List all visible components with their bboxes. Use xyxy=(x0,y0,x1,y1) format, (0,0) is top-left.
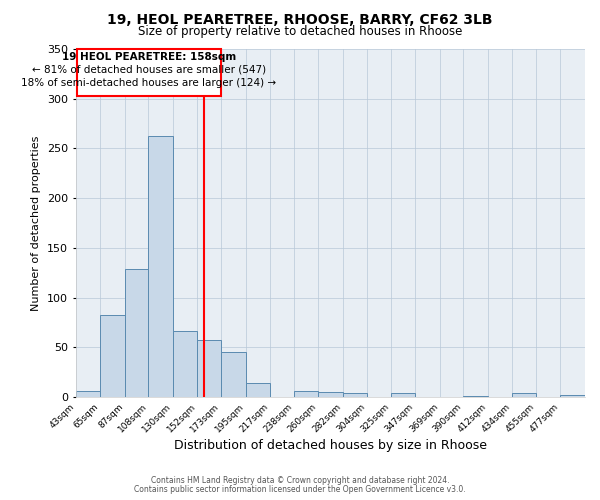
Bar xyxy=(560,395,585,397)
Text: 19, HEOL PEARETREE, RHOOSE, BARRY, CF62 3LB: 19, HEOL PEARETREE, RHOOSE, BARRY, CF62 … xyxy=(107,12,493,26)
Y-axis label: Number of detached properties: Number of detached properties xyxy=(31,136,41,310)
Text: Contains HM Land Registry data © Crown copyright and database right 2024.: Contains HM Land Registry data © Crown c… xyxy=(151,476,449,485)
Bar xyxy=(221,352,245,397)
Bar xyxy=(391,393,415,397)
Text: 19 HEOL PEARETREE: 158sqm: 19 HEOL PEARETREE: 158sqm xyxy=(62,52,236,62)
Bar xyxy=(245,383,270,397)
Text: ← 81% of detached houses are smaller (547): ← 81% of detached houses are smaller (54… xyxy=(32,65,266,75)
Text: Contains public sector information licensed under the Open Government Licence v3: Contains public sector information licen… xyxy=(134,484,466,494)
Bar xyxy=(343,393,367,397)
Text: 18% of semi-detached houses are larger (124) →: 18% of semi-detached houses are larger (… xyxy=(22,78,277,88)
Bar xyxy=(463,396,488,397)
Bar xyxy=(512,393,536,397)
X-axis label: Distribution of detached houses by size in Rhoose: Distribution of detached houses by size … xyxy=(174,440,487,452)
FancyBboxPatch shape xyxy=(77,49,221,96)
Bar xyxy=(100,316,125,397)
Bar xyxy=(125,268,148,397)
Text: Size of property relative to detached houses in Rhoose: Size of property relative to detached ho… xyxy=(138,25,462,38)
Bar xyxy=(76,391,100,397)
Bar xyxy=(173,332,197,397)
Bar xyxy=(293,391,318,397)
Bar xyxy=(197,340,221,397)
Bar xyxy=(148,136,173,397)
Bar xyxy=(318,392,343,397)
